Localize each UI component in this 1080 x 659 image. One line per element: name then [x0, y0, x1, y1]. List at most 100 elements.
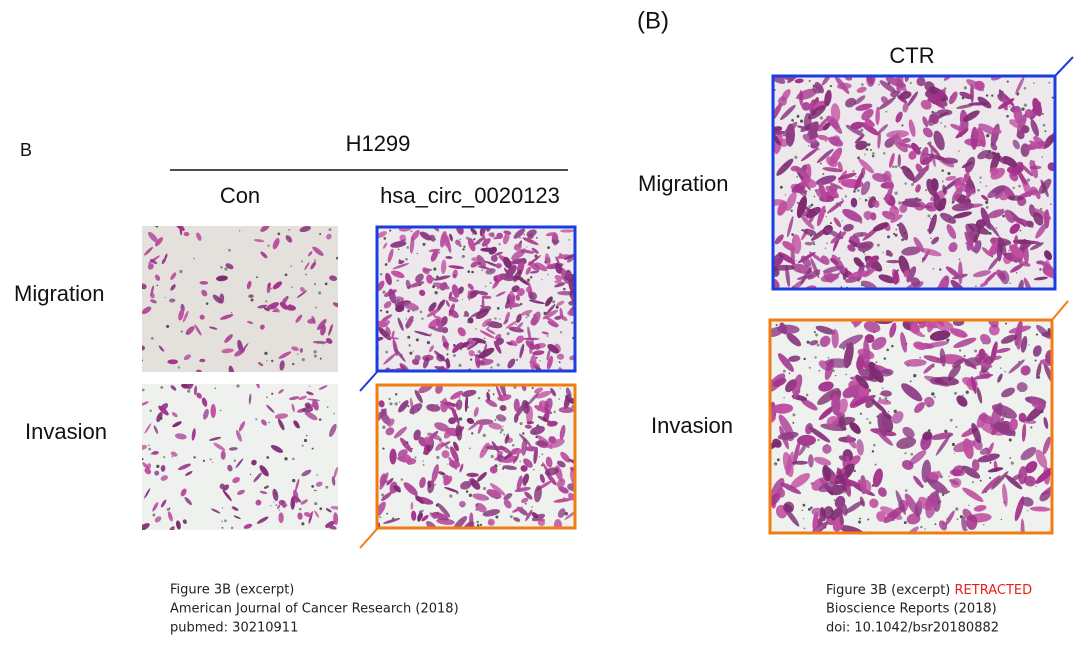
stained-cell [848, 270, 869, 279]
stained-cell [475, 502, 487, 513]
speckle [901, 124, 904, 127]
speckle [525, 316, 528, 319]
speckle [874, 463, 877, 466]
stained-cell [860, 479, 872, 494]
stained-cell [951, 202, 974, 212]
stained-cell [274, 413, 289, 420]
speckle [382, 290, 386, 294]
stained-cell [915, 163, 924, 174]
stained-cell [293, 420, 300, 429]
stained-cell [477, 290, 489, 296]
speckle [221, 520, 223, 523]
speckle [919, 356, 921, 359]
speckle [948, 475, 950, 477]
speckle [911, 183, 914, 186]
stained-cell [518, 433, 532, 447]
speckle [891, 165, 895, 169]
stained-cell [495, 337, 505, 345]
stained-cell [387, 418, 395, 427]
stained-cell [838, 334, 864, 349]
stained-cell [142, 283, 147, 290]
stained-cell [432, 312, 436, 318]
stained-cell [295, 314, 303, 323]
speckle [388, 397, 391, 401]
speckle [546, 334, 549, 337]
stained-cell [415, 273, 424, 283]
speckle [496, 363, 500, 367]
speckle [490, 454, 494, 459]
stained-cell [160, 499, 167, 508]
stained-cell [391, 330, 395, 339]
speckle [895, 228, 897, 231]
speckle [985, 205, 989, 209]
stained-cell [790, 473, 811, 489]
stained-cell [261, 419, 267, 426]
speckle [910, 452, 914, 456]
speckle [519, 302, 523, 306]
stained-cell [154, 516, 162, 523]
stained-cell [193, 385, 198, 396]
stained-cell [485, 399, 498, 408]
stained-cell [987, 185, 1005, 199]
speckle [811, 240, 815, 244]
stained-cell [823, 270, 835, 283]
stained-cell [925, 492, 938, 519]
stained-cell [1010, 263, 1024, 273]
stained-cell [495, 414, 507, 422]
micrographs [142, 76, 1055, 533]
stained-cell [826, 115, 840, 129]
stained-cell [390, 241, 407, 248]
stained-cell [822, 167, 843, 173]
stained-cell [399, 234, 406, 241]
speckle [379, 516, 382, 519]
speckle [142, 457, 144, 461]
stained-cell [554, 274, 563, 281]
speckle [297, 353, 299, 355]
speckle [882, 152, 886, 155]
stained-cell [818, 181, 828, 203]
stained-cell [511, 447, 523, 455]
stained-cell [556, 460, 566, 468]
speckle [795, 259, 798, 262]
stained-cell [519, 343, 525, 359]
stained-cell [884, 137, 895, 148]
speckle [461, 298, 464, 301]
speckle [1023, 86, 1027, 90]
speckle [531, 506, 533, 508]
speckle [292, 457, 295, 461]
stained-cell [559, 424, 566, 440]
speckle [535, 236, 538, 239]
stained-cell [892, 135, 908, 153]
stained-cell [464, 310, 470, 317]
speckle [944, 429, 948, 433]
speckle [467, 270, 471, 273]
stained-cell [855, 140, 868, 150]
stained-cell [878, 97, 895, 110]
stained-cell [773, 131, 781, 146]
speckle [238, 230, 241, 232]
stained-cell [279, 360, 285, 371]
stained-cell [908, 150, 917, 160]
stained-cell [490, 255, 498, 262]
stained-cell [237, 489, 245, 495]
stained-cell [822, 444, 832, 454]
stained-cell [1021, 125, 1030, 134]
stained-cell [847, 244, 856, 252]
stained-cell [818, 381, 834, 392]
speckle [256, 276, 258, 279]
speckle [985, 94, 989, 97]
speckle [278, 509, 281, 511]
stained-cell [785, 123, 795, 147]
stained-cell [142, 444, 148, 451]
speckle [529, 276, 533, 279]
speckle [909, 380, 912, 383]
stained-cell [842, 386, 858, 399]
stained-cell [513, 228, 525, 239]
stained-cell [456, 227, 464, 235]
stained-cell [1030, 240, 1042, 245]
stained-cell [910, 322, 920, 334]
caption: doi: 10.1042/bsr20180882 [826, 621, 999, 636]
stained-cell [142, 306, 152, 315]
stained-cell [979, 447, 990, 455]
stained-cell [199, 281, 209, 285]
